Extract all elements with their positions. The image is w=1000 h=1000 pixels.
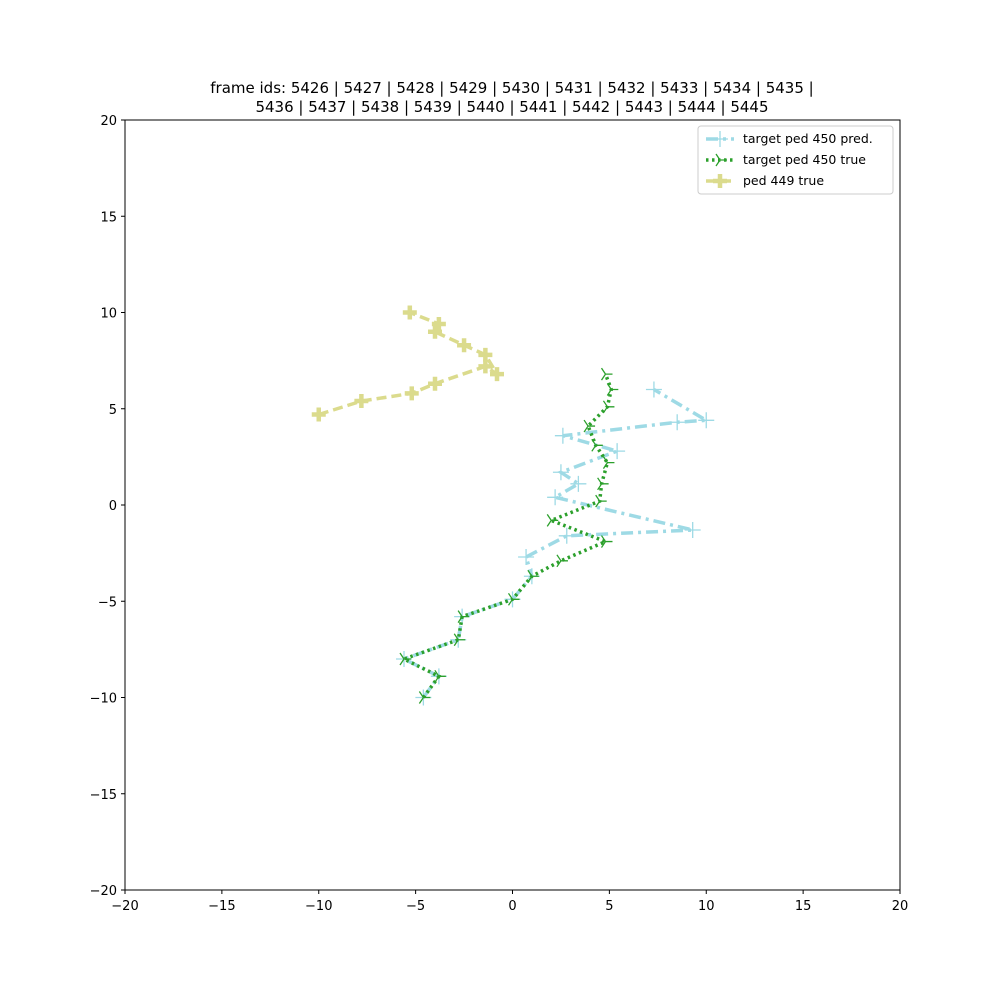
series-3-point [311, 407, 326, 422]
x-tick-label: 10 [698, 899, 715, 914]
series-2-point [602, 456, 615, 470]
series-3-point [428, 376, 442, 391]
series-3-point [490, 367, 504, 382]
series-2-point [399, 652, 411, 666]
series-2-point [507, 592, 520, 606]
y-tick-label: 10 [100, 307, 117, 322]
series-line-1 [399, 387, 713, 699]
chart-title-line-1: frame ids: 5426 | 5427 | 5428 | 5429 | 5… [210, 79, 813, 97]
series-2-point [606, 383, 619, 396]
series-2-point [583, 419, 596, 433]
series-2-point [453, 633, 466, 647]
series-1-point [558, 527, 575, 544]
legend: target ped 450 pred. target ped 450 true p… [697, 125, 894, 195]
series-2-point [434, 669, 446, 683]
series-2-point [527, 569, 539, 583]
x-tick-label: −15 [208, 899, 235, 914]
series-1-point [570, 475, 587, 492]
legend-label-1: target ped 450 pred. [743, 131, 873, 146]
series-2-point [595, 494, 607, 508]
series-2-point [597, 477, 609, 491]
series-3-point [457, 338, 472, 353]
series-2-point [418, 691, 431, 704]
legend-box [697, 125, 894, 195]
y-tick-label: 5 [109, 403, 117, 418]
series-1-point [669, 414, 686, 431]
series-3-point [404, 386, 419, 401]
series-layer [311, 305, 715, 706]
y-tick-label: −20 [90, 884, 117, 899]
series-1-point [554, 427, 571, 444]
y-tick-label: 20 [100, 114, 117, 129]
legend-label-2: target ped 450 true [743, 152, 866, 167]
x-tick-label: 15 [795, 899, 812, 914]
series-2-point [600, 535, 613, 548]
y-tick-label: −5 [98, 595, 117, 610]
legend-marker-1 [712, 131, 728, 147]
legend-marker-2 [715, 153, 727, 167]
x-tick-label: −5 [406, 899, 425, 914]
series-2-point [457, 610, 470, 624]
x-tick-label: −20 [111, 899, 138, 914]
series-3-point [428, 324, 442, 339]
series-2-point [546, 514, 559, 527]
series-1-point [698, 412, 715, 429]
legend-marker-3 [713, 174, 727, 188]
y-tick-label: 15 [100, 210, 117, 225]
series-2-point [591, 438, 603, 452]
series-1-point [552, 464, 569, 481]
series-3-point [354, 394, 369, 409]
series-1-point [518, 548, 535, 565]
series-2-point [600, 367, 613, 381]
series-3-point [431, 317, 446, 332]
y-tick-label: −10 [90, 692, 117, 707]
series-1-point [684, 522, 701, 539]
x-tick-label: 20 [892, 899, 909, 914]
series-line-3 [318, 310, 499, 417]
plot-frame [124, 119, 901, 891]
x-tick-label: 0 [508, 899, 516, 914]
x-tick-label: −10 [305, 899, 332, 914]
legend-label-3: ped 449 true [743, 173, 824, 188]
chart-title-line-2: 5436 | 5437 | 5438 | 5439 | 5440 | 5441 … [255, 98, 768, 116]
series-3-point [402, 305, 417, 320]
series-1-point [609, 443, 626, 460]
series-1-point [645, 381, 662, 398]
series-3-point [478, 347, 493, 362]
axis-ticks: −20 −15 −10 −5 0 5 10 15 20 −20 −15 −10 −5 0 5 10 15 20 [90, 114, 909, 914]
x-tick-label: 5 [605, 899, 613, 914]
y-tick-label: −15 [90, 788, 117, 803]
series-2-point [602, 400, 615, 414]
series-2-point [556, 554, 568, 568]
y-tick-label: 0 [109, 499, 117, 514]
series-1-point [547, 489, 564, 506]
